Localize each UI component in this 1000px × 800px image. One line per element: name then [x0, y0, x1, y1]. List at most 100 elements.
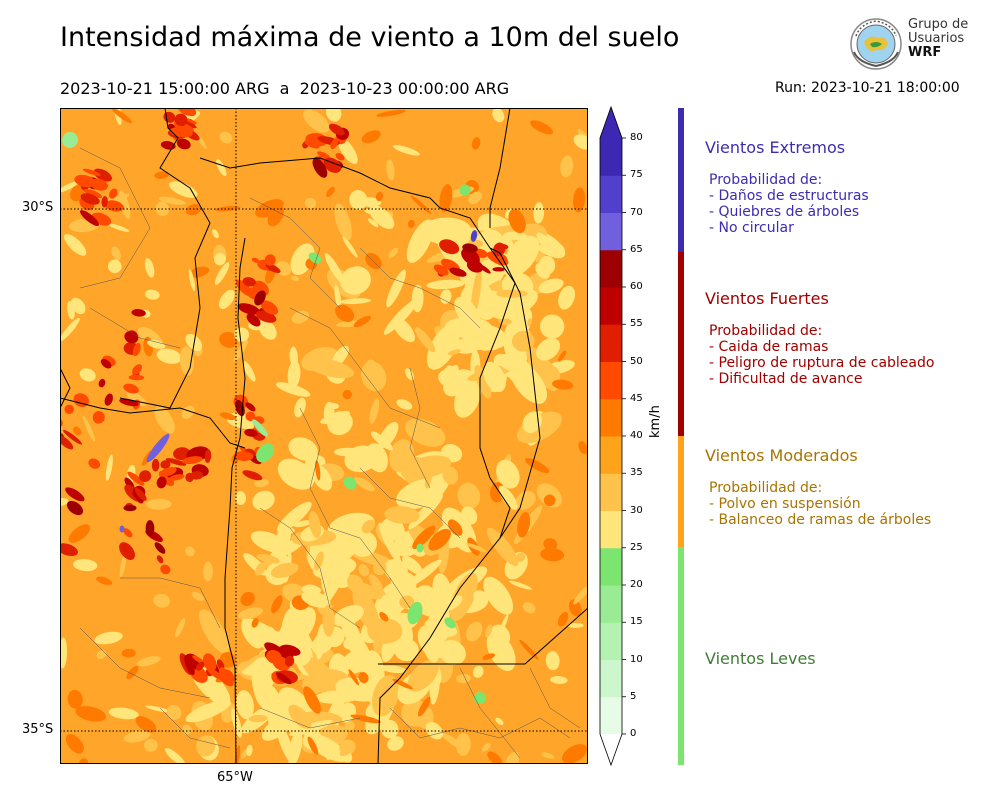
wind-field-patch — [414, 327, 436, 353]
department-border — [299, 407, 411, 609]
strong-wind-patch — [493, 242, 506, 257]
wind-field-patch — [487, 751, 503, 764]
wind-field-patch — [291, 310, 310, 324]
wind-field-patch — [483, 576, 514, 615]
wind-field-patch — [73, 426, 82, 436]
strong-wind-patch — [124, 330, 139, 344]
wind-field-patch — [246, 744, 253, 757]
wind-field-patch — [358, 197, 382, 207]
wind-field-patch — [508, 208, 526, 234]
wind-field-patch — [384, 506, 420, 524]
wind-field-patch — [498, 485, 518, 510]
extreme-winds-description: Probabilidad de: - Daños de estructuras … — [709, 172, 869, 236]
province-border — [224, 237, 246, 764]
colorbar-tick-label: 80 — [630, 132, 643, 143]
wind-field-patch — [315, 460, 321, 481]
strong-wind-patch — [177, 108, 197, 117]
wind-field-patch — [254, 562, 267, 576]
wind-field-patch — [354, 476, 375, 492]
wind-field-patch — [288, 620, 313, 649]
strong-wind-patch — [60, 543, 78, 557]
light-wind-patch — [459, 184, 471, 196]
colorbar-tick-label: 50 — [630, 355, 643, 367]
wind-field-patch — [495, 717, 504, 726]
strong-wind-patch — [182, 456, 203, 465]
strong-wind-core — [145, 520, 155, 536]
colorbar-tick-label: 60 — [630, 281, 643, 292]
wind-field-patch — [347, 574, 364, 592]
wind-field-patch — [428, 528, 452, 551]
strong-winds-description: Probabilidad de: - Caida de ramas - Peli… — [709, 323, 934, 387]
strong-wind-patch — [82, 168, 101, 176]
wind-field-patch — [293, 520, 313, 528]
strong-wind-patch — [184, 121, 197, 129]
wind-field-patch — [336, 657, 359, 671]
colorbar-segment — [600, 436, 622, 474]
wind-field-patch — [408, 559, 442, 587]
wind-field-patch — [407, 659, 439, 692]
wind-field-patch — [562, 744, 588, 764]
wind-field-patch — [108, 707, 139, 720]
wind-field-patch — [387, 736, 404, 751]
strong-wind-patch — [222, 669, 235, 685]
wind-field-patch — [367, 618, 403, 644]
strong-wind-patch — [160, 460, 171, 469]
wind-field-patch — [60, 637, 68, 669]
moderate-winds-line: Probabilidad de: — [709, 480, 823, 496]
strong-wind-patch — [466, 259, 484, 273]
strong-wind-patch — [439, 239, 460, 255]
map-title: Intensidad máxima de viento a 10m del su… — [60, 22, 680, 53]
wind-field-patch — [179, 346, 195, 376]
department-border — [249, 197, 341, 309]
wind-field-patch — [358, 672, 369, 684]
wind-field-patch — [375, 191, 383, 202]
colorbar-tick-label: 45 — [630, 392, 643, 404]
wind-field-patch — [288, 729, 303, 764]
wind-field-patch — [64, 233, 87, 256]
strong-wind-patch — [159, 467, 177, 477]
strong-wind-patch — [131, 309, 146, 317]
strong-wind-patch — [176, 138, 191, 150]
wind-field-patch — [135, 716, 157, 733]
extreme-winds-bar — [678, 108, 684, 252]
wind-field-patch — [386, 159, 395, 181]
wind-field-patch — [353, 315, 372, 328]
wind-field-patch — [294, 397, 306, 418]
light-wind-patch — [252, 419, 268, 437]
wind-field-patch — [440, 289, 452, 304]
department-border — [159, 707, 231, 749]
strong-wind-patch — [237, 303, 260, 315]
wind-field-patch — [233, 339, 248, 362]
wind-field-patch — [405, 368, 415, 381]
wind-field-patch — [447, 519, 463, 536]
wind-field-patch — [215, 205, 241, 212]
colorbar-segment — [600, 473, 622, 511]
wind-field-patch — [456, 732, 471, 756]
wind-field-patch — [82, 415, 96, 442]
colorbar-tick-label: 40 — [630, 430, 643, 441]
wind-field-patch — [70, 297, 86, 315]
wind-field-patch — [107, 223, 130, 232]
period-start: 2023-10-21 15:00:00 ARG — [60, 79, 270, 98]
wind-field-patch — [525, 458, 550, 474]
wind-field-patch — [567, 623, 584, 628]
wind-field-patch — [522, 411, 542, 433]
wind-field-patch — [261, 715, 291, 741]
wind-field-patch — [146, 498, 172, 510]
light-wind-patch — [473, 691, 487, 705]
wind-field-patch — [191, 591, 205, 602]
graticule — [60, 108, 588, 764]
strong-wind-patch — [100, 358, 112, 369]
strong-winds-line: - Caida de ramas — [709, 339, 829, 355]
wind-field-patch — [69, 187, 85, 202]
strong-wind-patch — [88, 458, 101, 469]
strong-wind-patch — [104, 393, 113, 406]
colorbar-segment — [600, 361, 622, 400]
wind-field-patch — [188, 269, 196, 291]
light-winds-title: Vientos Leves — [705, 649, 816, 668]
colorbar-tick-label: 5 — [630, 690, 637, 702]
wind-field-patch — [540, 547, 565, 562]
wind-field-patch — [252, 490, 275, 511]
wind-field-patch — [237, 607, 264, 620]
wind-field-patch — [175, 618, 186, 638]
